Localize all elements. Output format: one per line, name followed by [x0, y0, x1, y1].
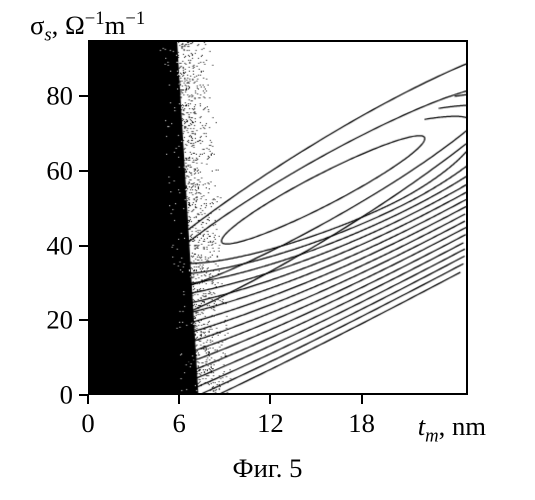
x-tick [361, 395, 363, 404]
x-tick-label: 0 [81, 408, 94, 439]
figure-caption: Фиг. 5 [233, 453, 303, 484]
x-tick [269, 395, 271, 404]
y-tick [79, 95, 88, 97]
x-axis-label: tm, nm [418, 411, 486, 447]
y-tick-label: 60 [46, 155, 73, 186]
y-tick-label: 40 [46, 230, 73, 261]
x-tick-label: 18 [348, 408, 375, 439]
contour-plot [88, 40, 468, 395]
contour-canvas [90, 42, 466, 393]
y-tick [79, 245, 88, 247]
y-tick-label: 0 [60, 380, 73, 411]
y-tick [79, 319, 88, 321]
x-tick [87, 395, 89, 404]
x-tick [178, 395, 180, 404]
x-tick-label: 6 [173, 408, 186, 439]
y-tick-label: 20 [46, 305, 73, 336]
contour-figure: σs, Ω−1m−1 tm, nm Фиг. 5 061218020406080 [0, 0, 535, 500]
y-tick-label: 80 [46, 81, 73, 112]
y-tick [79, 394, 88, 396]
y-tick [79, 170, 88, 172]
x-tick-label: 12 [257, 408, 284, 439]
